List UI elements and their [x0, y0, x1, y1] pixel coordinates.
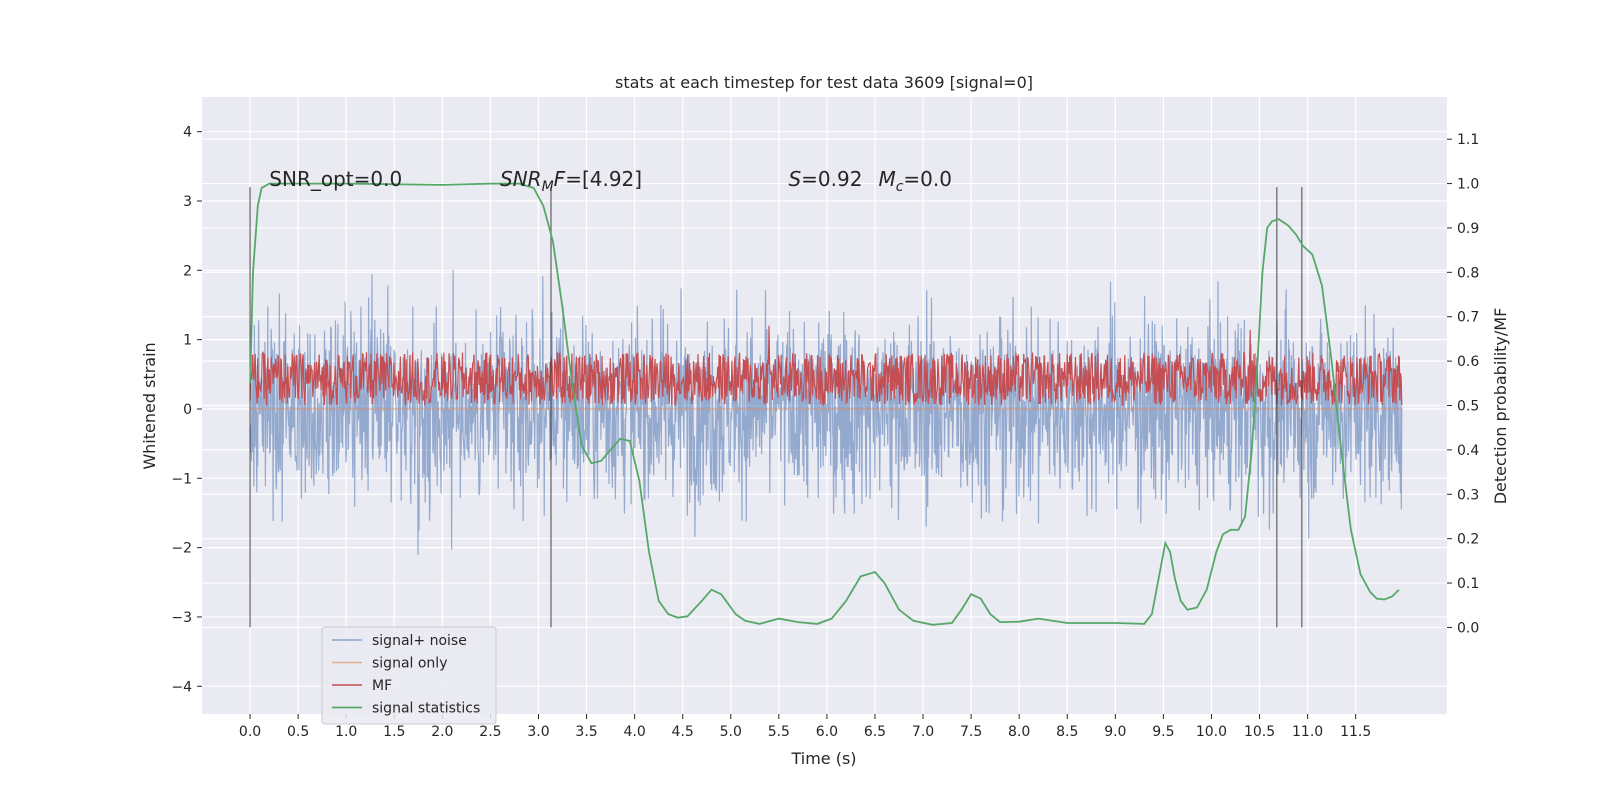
x-tick-label: 10.0 — [1196, 724, 1227, 740]
y-tick-label: 2 — [183, 263, 192, 279]
y2-axis-label: Detection probability/MF — [1491, 308, 1510, 505]
y-tick-label: 3 — [183, 194, 192, 210]
legend-entry: signal+ noise — [372, 633, 467, 649]
y2-tick-label: 0.8 — [1457, 265, 1479, 281]
plot-content — [249, 182, 1403, 628]
x-axis-label: Time (s) — [790, 749, 856, 768]
series-mf — [249, 325, 1403, 407]
chart-title: stats at each timestep for test data 360… — [615, 73, 1033, 92]
y-axis: −4 −3 −2 −1 0 1 2 3 4 — [171, 125, 202, 695]
x-tick-label: 9.0 — [1104, 724, 1126, 740]
annotation-snr-mf: SNRMF=[4.92] — [500, 167, 642, 195]
y2-tick-label: 0.4 — [1457, 443, 1479, 459]
x-tick-label: 1.0 — [335, 724, 357, 740]
x-tick-label: 3.5 — [575, 724, 597, 740]
x-tick-label: 8.0 — [1008, 724, 1030, 740]
x-tick-label: 6.0 — [816, 724, 838, 740]
y2-tick-label: 0.6 — [1457, 354, 1479, 370]
y-tick-label: −1 — [171, 471, 192, 487]
annotation-mc-value: =0.0 — [903, 167, 952, 191]
x-tick-label: 0.5 — [287, 724, 309, 740]
x-tick-label: 2.5 — [479, 724, 501, 740]
y-tick-label: −2 — [171, 541, 192, 557]
x-tick-label: 1.5 — [383, 724, 405, 740]
x-tick-label: 9.5 — [1152, 724, 1174, 740]
y-tick-label: 0 — [183, 402, 192, 418]
y-tick-label: −4 — [171, 679, 192, 695]
x-tick-label: 5.0 — [720, 724, 742, 740]
y2-tick-label: 0.2 — [1457, 532, 1479, 548]
x-tick-label: 7.5 — [960, 724, 982, 740]
legend: signal+ noise signal only MF signal statist… — [321, 626, 497, 725]
legend-box — [321, 626, 497, 725]
legend-entry: MF — [372, 678, 392, 694]
x-tick-label: 3.0 — [527, 724, 549, 740]
series-signal-statistics — [249, 182, 1400, 626]
x-tick-label: 6.5 — [864, 724, 886, 740]
y2-tick-label: 0.3 — [1457, 487, 1479, 503]
y2-tick-label: 0.1 — [1457, 576, 1479, 592]
y2-tick-label: 0.5 — [1457, 399, 1479, 415]
y2-tick-label: 0.0 — [1457, 620, 1479, 636]
annotation-mc-sub: c — [896, 179, 904, 195]
x-tick-label: 2.0 — [431, 724, 453, 740]
annotation-s-mc: S=0.92 Mc=0.0 — [788, 167, 952, 195]
annotations: SNR_opt=0.0 SNRMF=[4.92] S=0.92 Mc=0.0 — [269, 167, 952, 195]
annotation-s-letter: S — [788, 167, 801, 191]
x-tick-label: 7.0 — [912, 724, 934, 740]
y2-tick-label: 0.9 — [1457, 221, 1479, 237]
x-tick-label: 5.5 — [768, 724, 790, 740]
annotation-snr-opt: SNR_opt=0.0 — [269, 167, 402, 191]
x-tick-label: 4.0 — [623, 724, 645, 740]
annotation-m-letter: M — [878, 167, 895, 191]
y2-axis: 0.0 0.1 0.2 0.3 0.4 0.5 0.6 0.7 0.8 0.9 1.0 1.1 — [1447, 132, 1479, 636]
y-tick-label: 1 — [183, 333, 192, 349]
y2-tick-label: 1.1 — [1457, 132, 1479, 148]
legend-entry: signal statistics — [372, 701, 480, 717]
annotation-snr-mf-value: =[4.92] — [565, 167, 642, 191]
y-tick-label: 4 — [183, 125, 192, 141]
annotation-snr-mf-main: SNR — [500, 167, 542, 191]
annotation-s-value: =0.92 — [801, 167, 862, 191]
x-tick-label: 8.5 — [1056, 724, 1078, 740]
x-axis: 0.0 0.5 1.0 1.5 2.0 2.5 3.0 3.5 4.0 4.5 5.0 5.5 6.0 6… — [239, 714, 1371, 740]
legend-entry: signal only — [372, 656, 447, 672]
x-tick-label: 11.0 — [1292, 724, 1323, 740]
x-tick-label: 0.0 — [239, 724, 261, 740]
y2-tick-label: 0.7 — [1457, 310, 1479, 326]
y-axis-label: Whitened strain — [140, 342, 159, 469]
y-tick-label: −3 — [171, 610, 192, 626]
x-tick-label: 11.5 — [1340, 724, 1371, 740]
annotation-snr-mf-tail: F — [554, 167, 566, 191]
annotation-snr-mf-sub: M — [542, 179, 554, 195]
x-tick-label: 10.5 — [1244, 724, 1275, 740]
series-signal-noise — [249, 269, 1403, 556]
x-tick-label: 4.5 — [672, 724, 694, 740]
y2-tick-label: 1.0 — [1457, 177, 1479, 193]
